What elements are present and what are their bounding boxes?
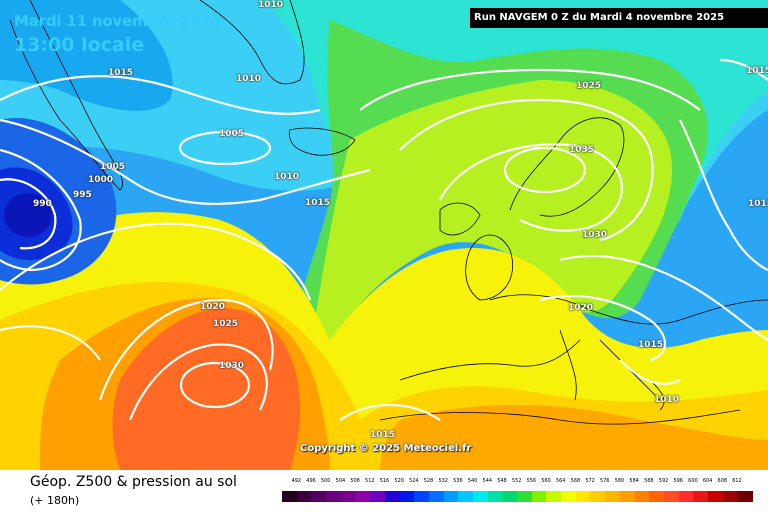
legend-color-cell	[487, 491, 503, 502]
isobar-label: 1015	[748, 199, 768, 209]
isobar-label: 1030	[582, 230, 608, 240]
legend-color-cell	[590, 491, 606, 502]
legend-color-cell	[399, 491, 415, 502]
legend-color-cell	[326, 491, 342, 502]
legend-tick-label: 600	[688, 478, 698, 484]
legend-color-cell	[561, 491, 577, 502]
isobars	[0, 58, 768, 421]
legend-color-cell	[619, 491, 635, 502]
legend-tick-label: 588	[644, 478, 654, 484]
legend-tick-label: 576	[600, 478, 610, 484]
legend-color-cell	[575, 491, 591, 502]
legend-color-cell	[443, 491, 459, 502]
z500-band-dark	[4, 193, 52, 237]
isobar-label: 1015	[108, 68, 134, 78]
model-run-label: Run NAVGEM 0 Z du Mardi 4 novembre 2025	[470, 8, 768, 28]
legend-tick-label: 504	[335, 478, 346, 484]
isobar-label: 1010	[236, 74, 262, 84]
legend-tick-label: 536	[453, 478, 463, 484]
legend-color-cell	[355, 491, 371, 502]
legend-tick-label: 568	[570, 478, 581, 484]
isobar-label: 1025	[576, 81, 602, 91]
legend-tick-label: 604	[702, 478, 713, 484]
legend-color-cell	[502, 491, 518, 502]
legend-tick-label: 520	[394, 478, 404, 484]
legend-color-cell	[693, 491, 709, 502]
legend-tick-label: 572	[585, 478, 595, 484]
legend-color-cell	[428, 491, 445, 502]
isobar-label: 995	[73, 190, 92, 200]
legend-tick-label: 532	[438, 478, 448, 484]
legend-tick-label: 516	[379, 478, 390, 484]
legend-tick-label: 524	[409, 478, 419, 484]
isobar-label: 1010	[258, 0, 284, 10]
legend-tick-label: 544	[482, 478, 493, 484]
isobar-label: 1015	[638, 340, 664, 350]
legend-color-cell	[517, 491, 533, 502]
legend-tick-label: 612	[732, 478, 742, 484]
forecast-date: Mardi 11 novembre 2025	[14, 12, 222, 30]
legend-color-cell	[531, 491, 547, 502]
map-caption: Géop. Z500 & pression au sol	[30, 474, 237, 490]
legend-tick-label: 552	[511, 478, 522, 484]
legend-color-cell	[472, 491, 489, 502]
isobar-label: 1010	[654, 395, 680, 405]
z500-band-red	[112, 308, 300, 470]
legend-tick-label: 528	[423, 478, 434, 484]
legend-color-cell	[384, 491, 400, 502]
isobar-label: 1015	[746, 66, 768, 76]
legend-tick-label: 584	[629, 478, 639, 484]
isobar-label: 1035	[569, 145, 595, 155]
isobar-label: 1005	[219, 129, 245, 139]
legend-color-cell	[649, 491, 665, 502]
isobar-label: 1025	[213, 319, 239, 329]
isobar-label: 1015	[305, 198, 331, 208]
legend-tick-label: 508	[350, 478, 360, 484]
isobar-label: 1020	[568, 303, 594, 313]
legend-tick-label: 512	[365, 478, 375, 484]
legend-color-cell	[707, 491, 724, 502]
legend-color-cell	[296, 491, 312, 502]
isobar-label: 1030	[219, 361, 245, 371]
legend-tick-label: 492	[291, 478, 302, 484]
legend-color-cell	[678, 491, 694, 502]
legend-color-cell	[311, 491, 327, 502]
legend-color-cell	[663, 491, 680, 502]
legend-tick-label: 592	[658, 478, 669, 484]
z500-band-orange2	[380, 405, 768, 470]
legend-color-cell	[414, 491, 430, 502]
legend-color-cell	[370, 491, 386, 502]
legend-tick-label: 556	[526, 478, 537, 484]
isobar-label: 1000	[88, 175, 114, 185]
legend-tick-label: 608	[717, 478, 728, 484]
legend-tick-label: 496	[306, 478, 316, 484]
forecast-time: 13:00 locale	[14, 34, 145, 56]
legend-color-cell	[605, 491, 621, 502]
weather-map	[0, 0, 768, 470]
isobar-label: 1020	[200, 302, 226, 312]
legend-tick-label: 548	[497, 478, 507, 484]
legend-color-cell	[634, 491, 650, 502]
legend-tick-label: 596	[673, 478, 683, 484]
legend-color-cell	[546, 491, 562, 502]
copyright-notice: Copyright © 2025 Meteociel.fr	[300, 443, 472, 454]
legend-tick-label: 580	[614, 478, 625, 484]
legend-tick-label: 560	[541, 478, 551, 484]
legend-color-cell	[458, 491, 474, 502]
color-legend: 492 496 500 504 508 512 516 520 524 528 532 536 540 5…	[282, 478, 753, 508]
isobar-label: 1005	[100, 162, 126, 172]
legend-color-cell	[340, 491, 356, 502]
isobar-label: 1010	[274, 172, 300, 182]
legend-color-cell	[282, 491, 298, 502]
legend-tick-label: 540	[467, 478, 478, 484]
legend-color-cell	[737, 491, 753, 502]
legend-color-cell	[722, 491, 738, 502]
isobar-label: 990	[33, 199, 52, 209]
legend-tick-label: 564	[555, 478, 566, 484]
isobar-label: 1015	[370, 430, 396, 440]
forecast-range: (+ 180h)	[30, 494, 80, 507]
legend-tick-label: 500	[320, 478, 331, 484]
